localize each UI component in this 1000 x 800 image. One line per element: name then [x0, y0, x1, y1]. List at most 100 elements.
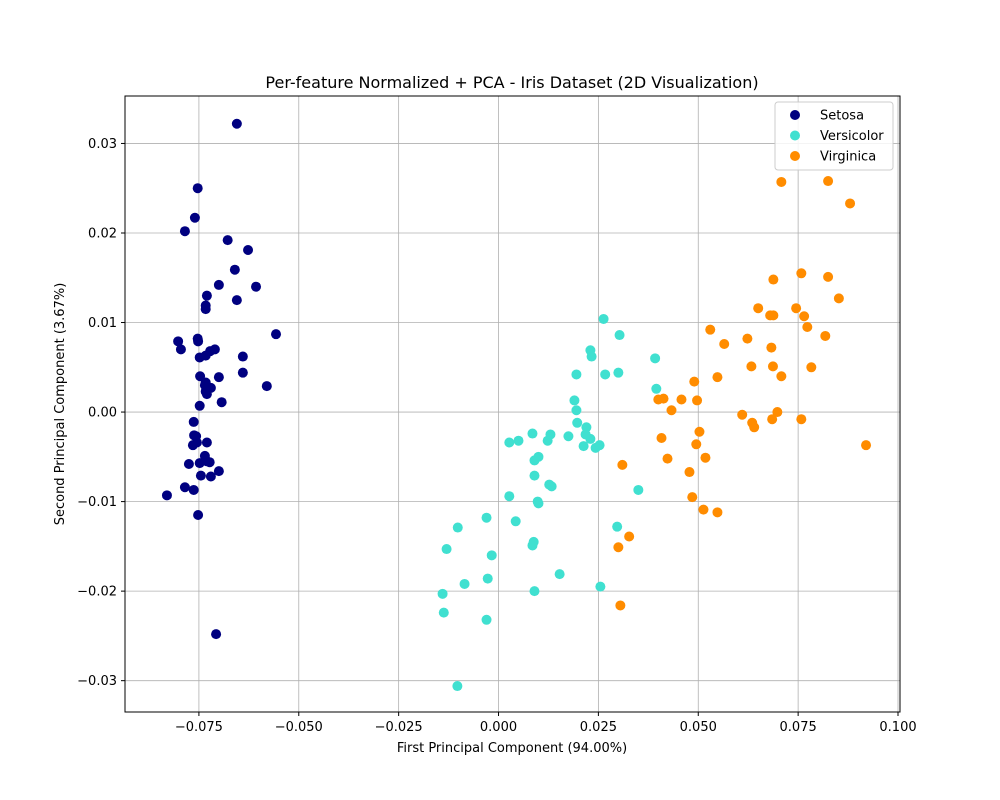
x-tick-label: −0.050 [275, 720, 323, 735]
virginica-point [802, 322, 813, 332]
virginica-point [700, 452, 711, 463]
setosa-point [213, 466, 224, 477]
virginica-point [746, 361, 757, 372]
versicolor-point [633, 484, 644, 495]
legend-marker-versicolor [790, 130, 800, 141]
setosa-point [261, 381, 272, 392]
virginica-point [684, 467, 695, 478]
versicolor-point [533, 498, 544, 509]
virginica-point [796, 414, 807, 425]
setosa-point [213, 279, 224, 290]
setosa-point [175, 344, 186, 355]
setosa-point [201, 437, 212, 448]
virginica-point [712, 507, 723, 518]
setosa-point [201, 290, 212, 301]
legend-label-virginica: Virginica [820, 150, 876, 165]
virginica-point [766, 342, 777, 353]
x-tick-label: 0.000 [480, 720, 517, 735]
versicolor-point [600, 369, 611, 380]
versicolor-point [452, 681, 463, 692]
virginica-point [705, 324, 716, 335]
setosa-point [201, 389, 212, 400]
legend: Setosa Versicolor Virginica [774, 101, 894, 171]
virginica-point [613, 542, 624, 553]
virginica-point [737, 409, 748, 420]
x-tick-label: −0.025 [375, 720, 423, 735]
virginica-point [749, 422, 760, 433]
versicolor-point [527, 428, 538, 439]
y-tick-label: −0.03 [77, 674, 117, 689]
virginica-point [806, 362, 817, 373]
versicolor-point [612, 521, 623, 532]
virginica-point [689, 376, 700, 387]
virginica-point [776, 371, 787, 382]
virginica-point [656, 433, 667, 444]
setosa-point [195, 470, 206, 481]
versicolor-point [529, 455, 540, 466]
versicolor-point [437, 588, 448, 599]
y-tick-label: 0.02 [88, 226, 117, 241]
versicolor-point [527, 540, 538, 551]
plot-frame [124, 95, 901, 713]
versicolor-point [529, 586, 540, 597]
setosa-point [194, 400, 205, 411]
versicolor-point [650, 353, 661, 364]
virginica-point [767, 414, 778, 425]
setosa-point [189, 212, 200, 223]
setosa-point [179, 226, 190, 237]
setosa-point [229, 264, 240, 275]
versicolor-point [510, 516, 521, 527]
setosa-point [213, 372, 224, 383]
y-tick-label: 0.01 [88, 316, 117, 331]
versicolor-point [482, 573, 493, 584]
virginica-point [676, 394, 687, 405]
setosa-point [222, 235, 233, 246]
virginica-point [799, 311, 810, 322]
y-tick-label: 0.00 [88, 406, 117, 421]
chart-title: Per-feature Normalized + PCA - Iris Data… [265, 73, 758, 92]
versicolor-point [486, 550, 497, 561]
setosa-point [173, 336, 184, 347]
virginica-point [845, 198, 856, 209]
versicolor-point [571, 369, 582, 380]
versicolor-point [554, 569, 565, 580]
versicolor-point [571, 405, 582, 416]
virginica-point [615, 600, 626, 611]
versicolor-point [542, 435, 553, 446]
virginica-point [662, 453, 673, 464]
setosa-point [188, 484, 199, 495]
versicolor-point [529, 470, 540, 481]
setosa-point [188, 416, 199, 427]
virginica-point [658, 393, 669, 404]
y-tick-label: −0.02 [77, 585, 117, 600]
virginica-point [694, 426, 705, 437]
versicolor-point [459, 578, 470, 589]
versicolor-point [563, 431, 574, 442]
setosa-point [193, 336, 204, 347]
versicolor-point [651, 383, 662, 394]
versicolor-point [452, 522, 463, 533]
virginica-point [768, 274, 779, 285]
virginica-point [791, 303, 802, 314]
setosa-point [192, 183, 203, 194]
setosa-point [231, 118, 242, 129]
setosa-point [200, 304, 211, 315]
versicolor-point [594, 440, 605, 451]
versicolor-point [614, 330, 625, 341]
setosa-point [183, 458, 194, 469]
virginica-point [833, 293, 844, 304]
versicolor-point [572, 417, 583, 428]
virginica-point [772, 407, 783, 418]
setosa-point [251, 281, 262, 292]
virginica-point [666, 405, 677, 416]
versicolor-point [438, 607, 449, 618]
virginica-point [861, 440, 872, 451]
setosa-point [161, 490, 172, 501]
x-tick-label: 0.025 [580, 720, 617, 735]
setosa-point [204, 457, 215, 468]
versicolor-point [578, 441, 589, 452]
versicolor-point [441, 544, 452, 555]
axis-ticks: −0.075 −0.050 −0.025 0.000 0.025 0.050 0.075 0.… [77, 137, 916, 735]
virginica-point [796, 268, 807, 279]
versicolor-point [586, 351, 597, 362]
